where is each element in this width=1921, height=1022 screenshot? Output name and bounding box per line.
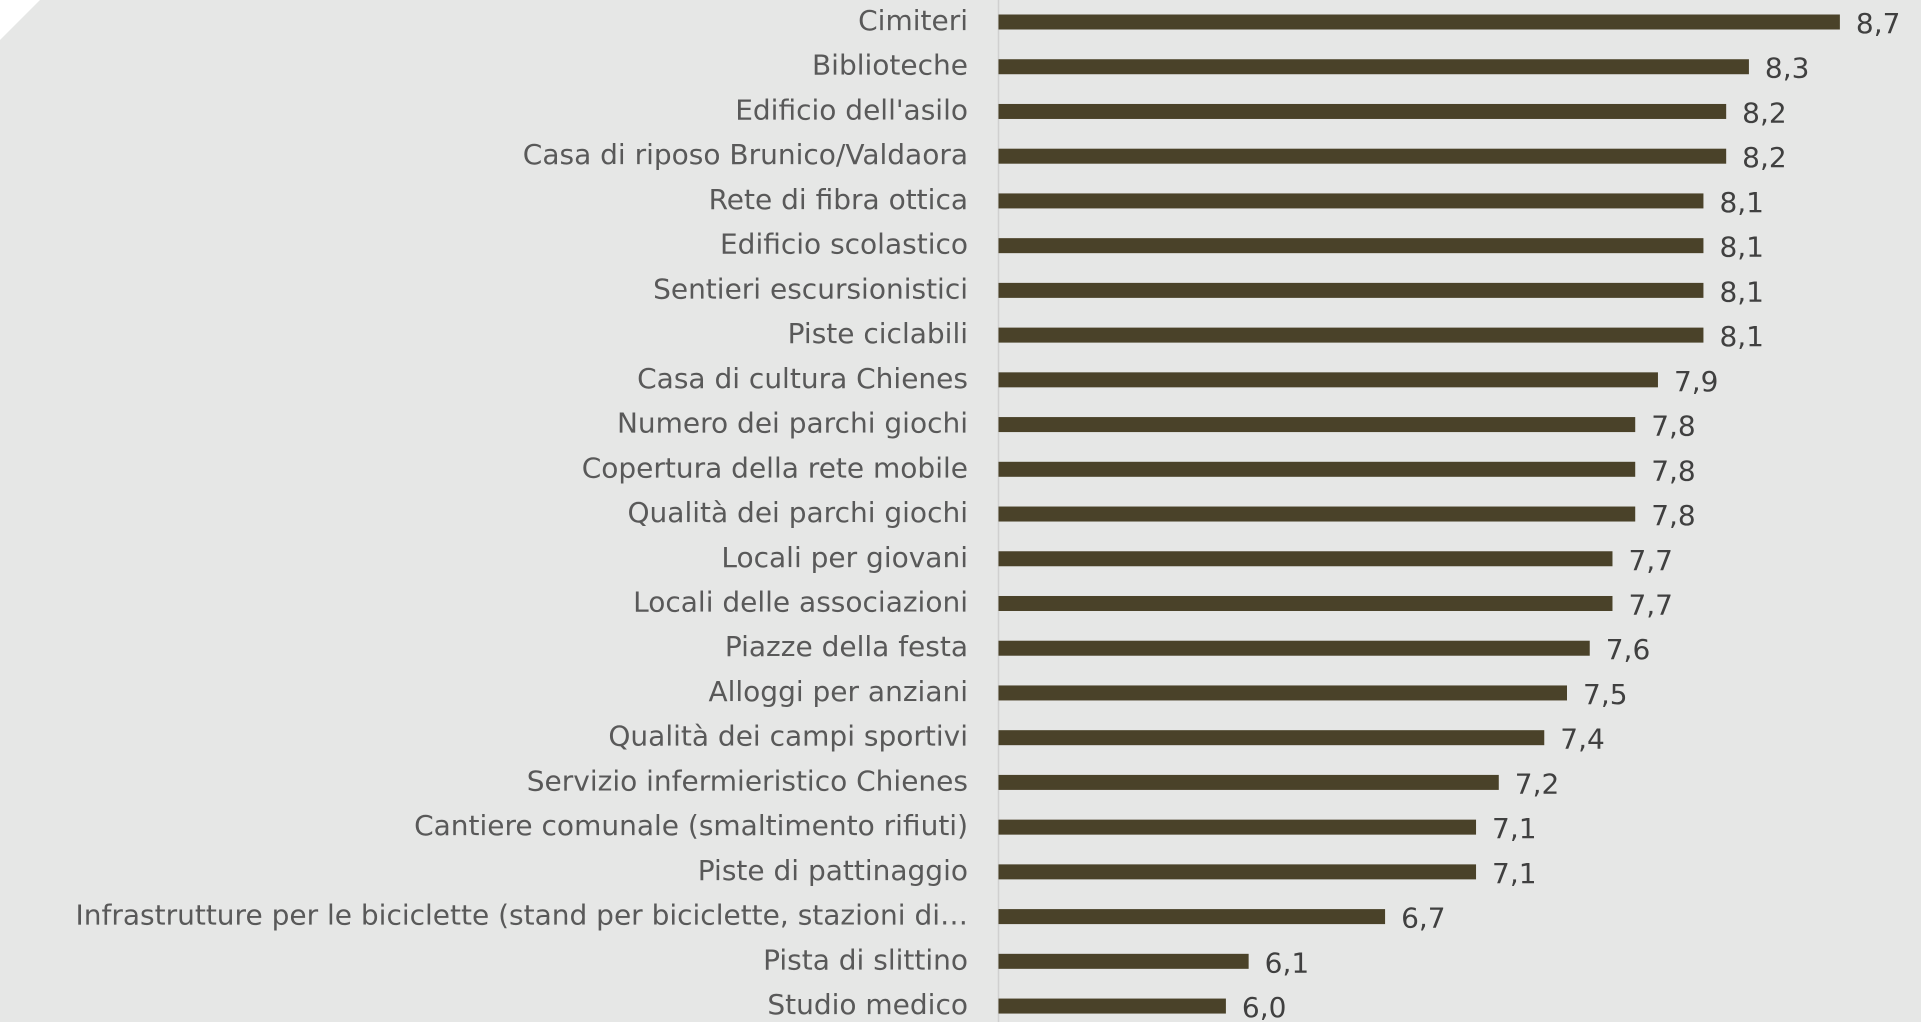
bar — [998, 998, 1226, 1014]
bar — [998, 282, 1704, 298]
value-label: 8,1 — [1719, 275, 1764, 308]
value-label: 7,7 — [1628, 588, 1673, 621]
value-label: 6,1 — [1265, 946, 1310, 979]
value-label: 7,8 — [1651, 499, 1696, 532]
value-label: 8,1 — [1719, 186, 1764, 219]
category-label: Alloggi per anziani — [708, 675, 968, 708]
category-label: Biblioteche — [812, 49, 968, 82]
category-label: Studio medico — [767, 988, 968, 1021]
value-label: 8,7 — [1856, 7, 1901, 40]
bar — [998, 148, 1727, 164]
bar — [998, 372, 1658, 388]
bar — [998, 685, 1567, 701]
value-label: 7,7 — [1628, 544, 1673, 577]
category-label: Pista di slittino — [763, 943, 968, 976]
value-label: 8,1 — [1719, 231, 1764, 264]
bar — [998, 551, 1613, 567]
category-label: Piazze della festa — [725, 630, 968, 663]
bar — [998, 774, 1499, 790]
category-label: Sentieri escursionistici — [653, 272, 968, 305]
value-label: 7,8 — [1651, 410, 1696, 443]
category-label: Casa di riposo Brunico/Valdaora — [523, 138, 968, 171]
bar — [998, 730, 1545, 746]
bar — [998, 864, 1477, 880]
bar — [998, 103, 1727, 119]
category-label: Servizio infermieristico Chienes — [527, 764, 968, 797]
category-label: Locali per giovani — [721, 541, 968, 574]
bar — [998, 819, 1477, 835]
value-label: 7,4 — [1560, 723, 1605, 756]
bar — [998, 640, 1590, 656]
category-label: Locali delle associazioni — [633, 585, 968, 618]
category-label: Edificio scolastico — [720, 228, 968, 261]
bar — [998, 14, 1840, 30]
category-label: Copertura della rete mobile — [582, 451, 968, 484]
value-label: 7,5 — [1583, 678, 1628, 711]
bar — [998, 238, 1704, 254]
value-label: 7,9 — [1674, 365, 1719, 398]
category-label: Piste ciclabili — [788, 317, 968, 350]
value-label: 6,7 — [1401, 902, 1446, 935]
bar — [998, 909, 1386, 925]
category-label: Numero dei parchi giochi — [617, 407, 968, 440]
value-label: 7,1 — [1492, 812, 1537, 845]
bar — [998, 59, 1749, 75]
value-label: 7,1 — [1492, 857, 1537, 890]
value-label: 8,2 — [1742, 141, 1787, 174]
bar — [998, 327, 1704, 343]
value-label: 6,0 — [1242, 991, 1287, 1022]
bar — [998, 953, 1249, 969]
category-label: Infrastrutture per le biciclette (stand … — [75, 899, 968, 932]
value-label: 8,2 — [1742, 96, 1787, 129]
bar — [998, 193, 1704, 209]
value-label: 7,6 — [1606, 633, 1651, 666]
category-label: Rete di fibra ottica — [709, 183, 968, 216]
value-label: 7,8 — [1651, 454, 1696, 487]
value-label: 7,2 — [1515, 767, 1560, 800]
bar — [998, 417, 1636, 433]
category-label: Piste di pattinaggio — [698, 854, 968, 887]
category-label: Qualità dei parchi giochi — [628, 496, 968, 529]
category-label: Cimiteri — [858, 4, 968, 37]
category-label: Casa di cultura Chienes — [637, 362, 968, 395]
category-label: Qualità dei campi sportivi — [608, 720, 968, 753]
bar — [998, 506, 1636, 522]
bar — [998, 461, 1636, 477]
value-label: 8,3 — [1765, 52, 1810, 85]
value-label: 8,1 — [1719, 320, 1764, 353]
category-label: Cantiere comunale (smaltimento rifiuti) — [414, 809, 968, 842]
category-label: Edificio dell'asilo — [735, 93, 968, 126]
bar — [998, 595, 1613, 611]
